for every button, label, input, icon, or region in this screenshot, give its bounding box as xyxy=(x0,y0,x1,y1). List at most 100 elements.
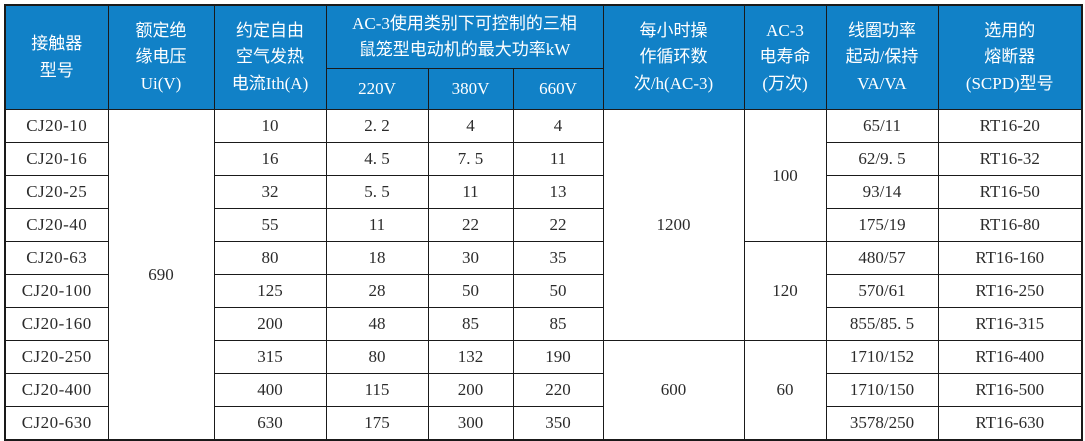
cell-fuse: RT16-160 xyxy=(937,241,1083,275)
cell-model: CJ20-63 xyxy=(4,241,109,275)
cell-model: CJ20-16 xyxy=(4,142,109,176)
header-text-line: 次/h(AC-3) xyxy=(633,73,714,93)
cell-kw-660v: 190 xyxy=(512,340,604,374)
cell-kw-660v: 4 xyxy=(512,109,604,143)
cell-coil-power: 480/57 xyxy=(825,241,939,275)
table-row: CJ20-160 200 48 85 85 855/85. 5 RT16-315 xyxy=(4,307,1083,341)
cell-kw-220v: 18 xyxy=(325,241,429,275)
cell-coil-power: 65/11 xyxy=(825,109,939,143)
cell-kw-220v: 28 xyxy=(325,274,429,308)
cell-kw-660v: 50 xyxy=(512,274,604,308)
cell-model: CJ20-40 xyxy=(4,208,109,242)
header-text-line: 电流Ith(A) xyxy=(231,73,309,93)
cell-fuse: RT16-250 xyxy=(937,274,1083,308)
cell-ith: 630 xyxy=(213,406,327,441)
header-text-line: 作循环数 xyxy=(639,47,708,67)
header-text-line: 鼠笼型电动机的最大功率kW xyxy=(358,40,571,59)
cell-model: CJ20-160 xyxy=(4,307,109,341)
cell-fuse: RT16-315 xyxy=(937,307,1083,341)
table-row: CJ20-40 55 11 22 22 175/19 RT16-80 xyxy=(4,208,1083,242)
header-text-line: 接触器 xyxy=(31,34,83,54)
cell-fuse: RT16-400 xyxy=(937,340,1083,374)
cell-kw-380v: 132 xyxy=(427,340,514,374)
header-row-voltages: 220V 380V 660V xyxy=(5,68,1082,110)
cell-life-merged: 100 xyxy=(743,109,827,242)
header-text-line: 约定自由 xyxy=(236,20,304,40)
cell-cycles-merged: 600 xyxy=(602,340,745,441)
cell-kw-380v: 7. 5 xyxy=(427,142,514,176)
cell-ith: 125 xyxy=(213,274,327,308)
header-text-line: 起动/保持 xyxy=(845,47,919,67)
cell-ith: 55 xyxy=(213,208,327,242)
table-row: CJ20-630 630 175 300 350 3578/250 RT16-6… xyxy=(4,406,1083,441)
header-ac3-electrical-life: AC-3 电寿命 (万次) xyxy=(743,4,827,110)
table-row: CJ20-10 690 10 2. 2 4 4 1200 100 65/11 R… xyxy=(4,109,1083,441)
cell-coil-power: 3578/250 xyxy=(825,406,939,441)
header-row-main: 接触器 型号 额定绝 缘电压 Ui(V) 约定自由 空气发热 电流Ith(A) … xyxy=(4,4,1083,110)
cell-coil-power: 1710/150 xyxy=(825,373,939,407)
contactor-spec-table: 接触器 型号 额定绝 缘电压 Ui(V) 约定自由 空气发热 电流Ith(A) … xyxy=(4,4,1083,441)
cell-model: CJ20-400 xyxy=(4,373,109,407)
cell-coil-power: 855/85. 5 xyxy=(825,307,939,341)
cell-fuse: RT16-500 xyxy=(937,373,1083,407)
header-contactor-model: 接触器 型号 xyxy=(4,4,109,110)
cell-kw-660v: 13 xyxy=(512,175,604,209)
cell-kw-380v: 22 xyxy=(427,208,514,242)
header-text-line: AC-3使用类别下可控制的三相 xyxy=(352,13,577,33)
header-operating-cycles-per-hour: 每小时操 作循环数 次/h(AC-3) xyxy=(602,4,745,110)
cell-kw-220v: 48 xyxy=(325,307,429,341)
cell-model: CJ20-250 xyxy=(4,340,109,374)
cell-ith: 16 xyxy=(213,142,327,176)
cell-coil-power: 93/14 xyxy=(825,175,939,209)
cell-ith: 10 xyxy=(213,109,327,143)
cell-kw-660v: 220 xyxy=(512,373,604,407)
cell-ith: 80 xyxy=(213,241,327,275)
table-row: CJ20-16 16 4. 5 7. 5 11 62/9. 5 RT16-32 xyxy=(4,142,1083,176)
cell-ui-merged: 690 xyxy=(107,109,215,441)
table-row: CJ20-25 32 5. 5 11 13 93/14 RT16-50 xyxy=(4,175,1083,209)
cell-kw-220v: 80 xyxy=(325,340,429,374)
table-row: CJ20-400 400 115 200 220 1710/150 RT16-5… xyxy=(4,373,1083,407)
cell-kw-380v: 11 xyxy=(427,175,514,209)
cell-kw-380v: 300 xyxy=(427,406,514,441)
header-220v: 220V xyxy=(325,68,429,110)
header-thermal-current: 约定自由 空气发热 电流Ith(A) xyxy=(213,4,327,110)
cell-fuse: RT16-50 xyxy=(937,175,1083,209)
header-text-line: 缘电压 xyxy=(135,47,187,67)
cell-cycles-merged: 1200 xyxy=(602,109,745,341)
cell-model: CJ20-25 xyxy=(4,175,109,209)
cell-ith: 400 xyxy=(213,373,327,407)
table-header: 接触器 型号 额定绝 缘电压 Ui(V) 约定自由 空气发热 电流Ith(A) … xyxy=(4,4,1083,110)
cell-coil-power: 62/9. 5 xyxy=(825,142,939,176)
cell-fuse: RT16-80 xyxy=(937,208,1083,242)
cell-fuse: RT16-630 xyxy=(937,406,1083,441)
header-text-line: Ui(V) xyxy=(140,73,182,93)
header-text-line: 电寿命 xyxy=(759,47,811,67)
header-text-line: VA/VA xyxy=(857,73,907,93)
cell-kw-220v: 175 xyxy=(325,406,429,441)
cell-kw-660v: 22 xyxy=(512,208,604,242)
cell-kw-380v: 200 xyxy=(427,373,514,407)
cell-coil-power: 1710/152 xyxy=(825,340,939,374)
cell-kw-380v: 85 xyxy=(427,307,514,341)
header-ac3-max-power-group: AC-3使用类别下可控制的三相 鼠笼型电动机的最大功率kW xyxy=(325,4,604,69)
header-text-line: AC-3 xyxy=(766,20,804,40)
header-380v: 380V xyxy=(427,68,514,110)
cell-kw-660v: 35 xyxy=(512,241,604,275)
cell-kw-220v: 115 xyxy=(325,373,429,407)
cell-kw-380v: 50 xyxy=(427,274,514,308)
header-text-line: 选用的 xyxy=(984,20,1036,40)
cell-kw-220v: 5. 5 xyxy=(325,175,429,209)
header-text-line: 每小时操 xyxy=(639,20,708,40)
cell-coil-power: 570/61 xyxy=(825,274,939,308)
header-text-line: 熔断器 xyxy=(984,47,1036,67)
cell-kw-380v: 4 xyxy=(427,109,514,143)
cell-ith: 200 xyxy=(213,307,327,341)
table-row: CJ20-100 125 28 50 50 570/61 RT16-250 xyxy=(4,274,1083,308)
cell-model: CJ20-100 xyxy=(4,274,109,308)
cell-life-merged: 120 xyxy=(743,241,827,341)
cell-ith: 315 xyxy=(213,340,327,374)
header-rated-insulation-voltage: 额定绝 缘电压 Ui(V) xyxy=(107,4,215,110)
header-text-line: 空气发热 xyxy=(236,47,304,67)
